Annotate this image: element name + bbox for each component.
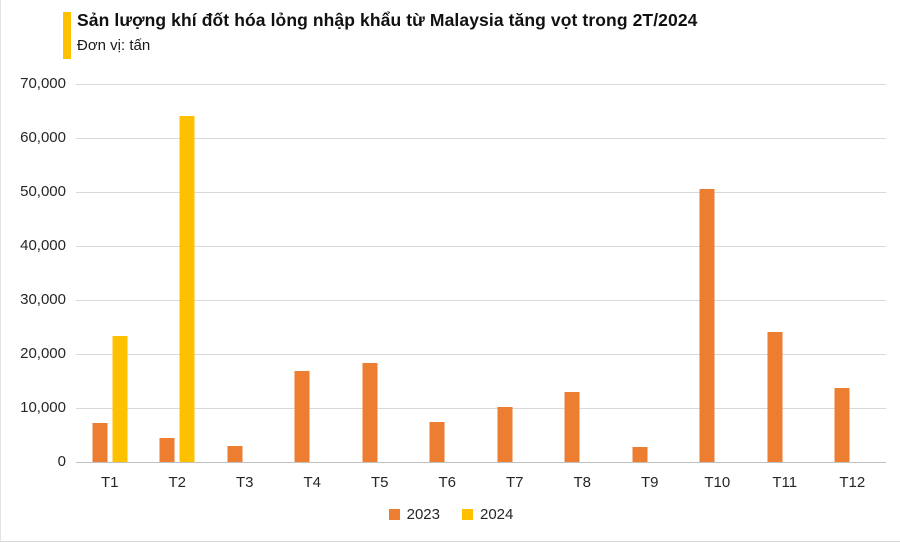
x-tick-label-T12: T12 bbox=[839, 474, 866, 491]
x-tick-label-T7: T7 bbox=[505, 474, 524, 491]
y-tick-label-10000: 10,000 bbox=[20, 399, 66, 416]
bar-group-T3 bbox=[227, 446, 262, 462]
y-tick-label-0: 0 bbox=[57, 453, 66, 470]
bar-2023-T5 bbox=[362, 362, 378, 462]
x-tick-label-T9: T9 bbox=[640, 474, 659, 491]
gridline-10000 bbox=[76, 408, 886, 409]
legend-swatch-2023 bbox=[388, 509, 400, 520]
bar-2023-T8 bbox=[564, 391, 580, 462]
legend-label-2023: 2023 bbox=[406, 506, 440, 523]
bar-2023-T9 bbox=[632, 446, 648, 462]
bar-2024-T1 bbox=[112, 336, 128, 462]
legend-item-2023: 2023 bbox=[388, 506, 440, 523]
y-tick-label-40000: 40,000 bbox=[20, 237, 66, 254]
x-tick-label-T6: T6 bbox=[438, 474, 457, 491]
chart-unit-label: Đơn vị: tấn bbox=[77, 37, 151, 54]
gridline-70000 bbox=[76, 84, 886, 85]
x-tick-label-T10: T10 bbox=[704, 474, 731, 491]
x-tick-label-T4: T4 bbox=[303, 474, 322, 491]
y-tick-label-30000: 30,000 bbox=[20, 291, 66, 308]
bar-group-T8 bbox=[564, 391, 600, 462]
title-accent-bar bbox=[63, 12, 71, 59]
bar-group-T4 bbox=[294, 370, 330, 462]
gridline-20000 bbox=[76, 354, 886, 355]
y-tick-label-50000: 50,000 bbox=[20, 183, 66, 200]
y-tick-label-20000: 20,000 bbox=[20, 345, 66, 362]
bar-group-T9 bbox=[632, 446, 667, 462]
bar-2023-T10 bbox=[699, 189, 715, 462]
bar-2023-T7 bbox=[497, 406, 513, 462]
x-tick-label-T11: T11 bbox=[772, 474, 798, 491]
bar-2023-T6 bbox=[429, 421, 445, 462]
bar-group-T5 bbox=[362, 362, 397, 462]
bar-group-T2 bbox=[159, 116, 195, 462]
bar-2023-T12 bbox=[834, 388, 850, 462]
bar-group-T6 bbox=[429, 421, 465, 462]
x-tick-label-T5: T5 bbox=[370, 474, 389, 491]
chart-legend: 2023 2024 bbox=[1, 506, 900, 523]
y-tick-label-60000: 60,000 bbox=[20, 129, 66, 146]
legend-swatch-2024 bbox=[462, 509, 473, 520]
bar-group-T12 bbox=[834, 388, 870, 462]
chart-area: 70,000 60,000 50,000 40,000 30,000 20,000 10,0… bbox=[1, 75, 900, 504]
bar-group-T7 bbox=[497, 406, 532, 462]
x-tick-label-T8: T8 bbox=[573, 474, 592, 491]
bar-2024-T2 bbox=[179, 116, 195, 462]
x-tick-label-T1: T1 bbox=[100, 474, 119, 491]
plot-area bbox=[76, 84, 886, 463]
bar-2023-T2 bbox=[159, 437, 175, 462]
gridline-30000 bbox=[76, 300, 886, 301]
x-tick-label-T3: T3 bbox=[235, 474, 254, 491]
gridline-50000 bbox=[76, 192, 886, 193]
gridline-40000 bbox=[76, 246, 886, 247]
bar-2023-T1 bbox=[92, 423, 108, 462]
y-tick-label-70000: 70,000 bbox=[20, 75, 66, 92]
legend-item-2024: 2024 bbox=[462, 506, 513, 523]
chart-title: Sản lượng khí đốt hóa lỏng nhập khẩu từ … bbox=[77, 10, 698, 30]
bar-2023-T4 bbox=[294, 370, 310, 462]
bar-2023-T11 bbox=[767, 332, 783, 462]
legend-label-2024: 2024 bbox=[480, 506, 514, 523]
bar-group-T11 bbox=[767, 332, 802, 462]
x-tick-label-T2: T2 bbox=[168, 474, 187, 491]
gridline-60000 bbox=[76, 138, 886, 139]
bar-group-T1 bbox=[92, 336, 128, 462]
bar-2023-T3 bbox=[227, 446, 243, 462]
bar-group-T10 bbox=[699, 189, 735, 462]
